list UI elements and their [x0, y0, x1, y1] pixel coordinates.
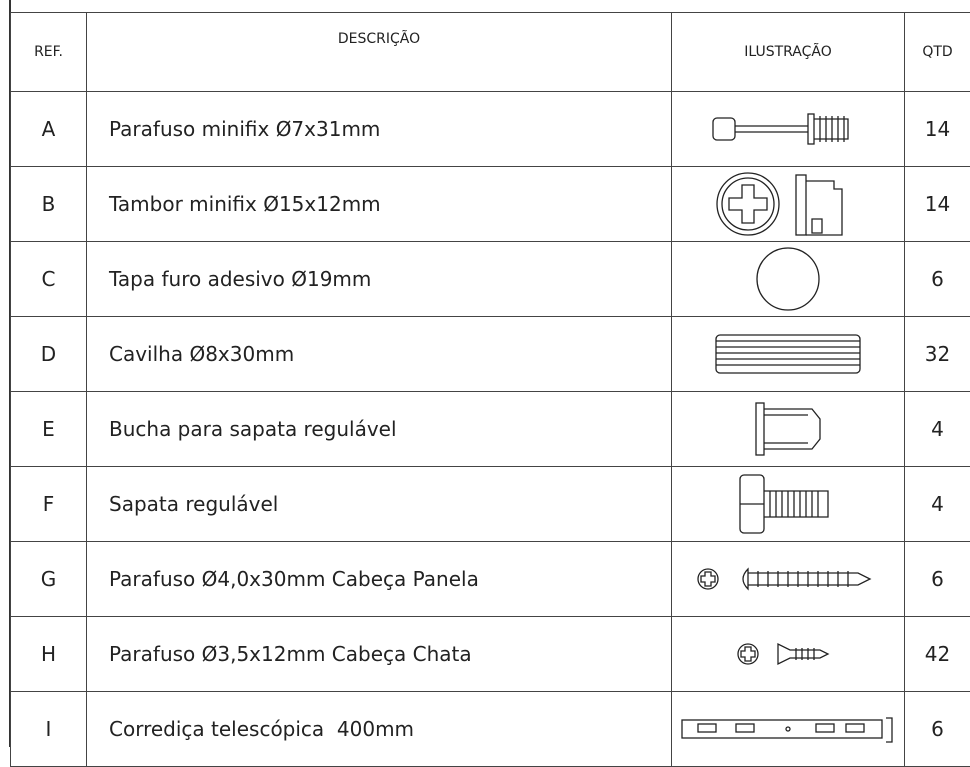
illustration-dowel	[708, 329, 868, 379]
illustration-slide	[678, 714, 898, 744]
quantity-cell: 14	[905, 92, 970, 167]
illustration-cell	[672, 317, 905, 392]
illustration-cell	[672, 467, 905, 542]
illustration-cam-lock	[708, 169, 868, 239]
ref-cell: A	[11, 92, 87, 167]
illustration-pan-screw	[688, 559, 888, 599]
header-cell: REF.	[11, 13, 87, 92]
description-cell: Cavilha Ø8x30mm	[87, 317, 672, 392]
illustration-cell	[672, 167, 905, 242]
ref-cell: F	[11, 467, 87, 542]
illustration-cell	[672, 692, 905, 767]
quantity-cell: 6	[905, 692, 970, 767]
quantity-cell: 32	[905, 317, 970, 392]
ref-cell: C	[11, 242, 87, 317]
illustration-leveler	[728, 469, 848, 539]
illustration-cell	[672, 617, 905, 692]
description-cell: Tapa furo adesivo Ø19mm	[87, 242, 672, 317]
quantity-cell: 42	[905, 617, 970, 692]
description-cell: Parafuso Ø4,0x30mm Cabeça Panela	[87, 542, 672, 617]
illustration-cell	[672, 92, 905, 167]
illustration-cap	[748, 244, 828, 314]
description-cell: Parafuso Ø3,5x12mm Cabeça Chata	[87, 617, 672, 692]
header-cell: QTD	[905, 13, 970, 92]
illustration-bushing	[738, 399, 838, 459]
illustration-minifix-bolt	[708, 104, 868, 154]
ref-cell: H	[11, 617, 87, 692]
illustration-flat-screw	[728, 634, 848, 674]
header-cell: DESCRIÇÃO	[87, 13, 672, 92]
ref-cell: I	[11, 692, 87, 767]
description-cell: Sapata regulável	[87, 467, 672, 542]
ref-cell: D	[11, 317, 87, 392]
description-cell: Corrediça telescópica 400mm	[87, 692, 672, 767]
quantity-cell: 6	[905, 542, 970, 617]
ref-cell: B	[11, 167, 87, 242]
description-cell: Bucha para sapata regulável	[87, 392, 672, 467]
description-cell: Parafuso minifix Ø7x31mm	[87, 92, 672, 167]
header-cell: ILUSTRAÇÃO	[672, 13, 905, 92]
quantity-cell: 4	[905, 392, 970, 467]
illustration-cell	[672, 242, 905, 317]
ref-cell: G	[11, 542, 87, 617]
quantity-cell: 14	[905, 167, 970, 242]
quantity-cell: 4	[905, 467, 970, 542]
description-cell: Tambor minifix Ø15x12mm	[87, 167, 672, 242]
illustration-cell	[672, 392, 905, 467]
quantity-cell: 6	[905, 242, 970, 317]
ref-cell: E	[11, 392, 87, 467]
header-row: REF. DESCRIÇÃO ILUSTRAÇÃO QTD	[11, 13, 970, 92]
illustration-cell	[672, 542, 905, 617]
